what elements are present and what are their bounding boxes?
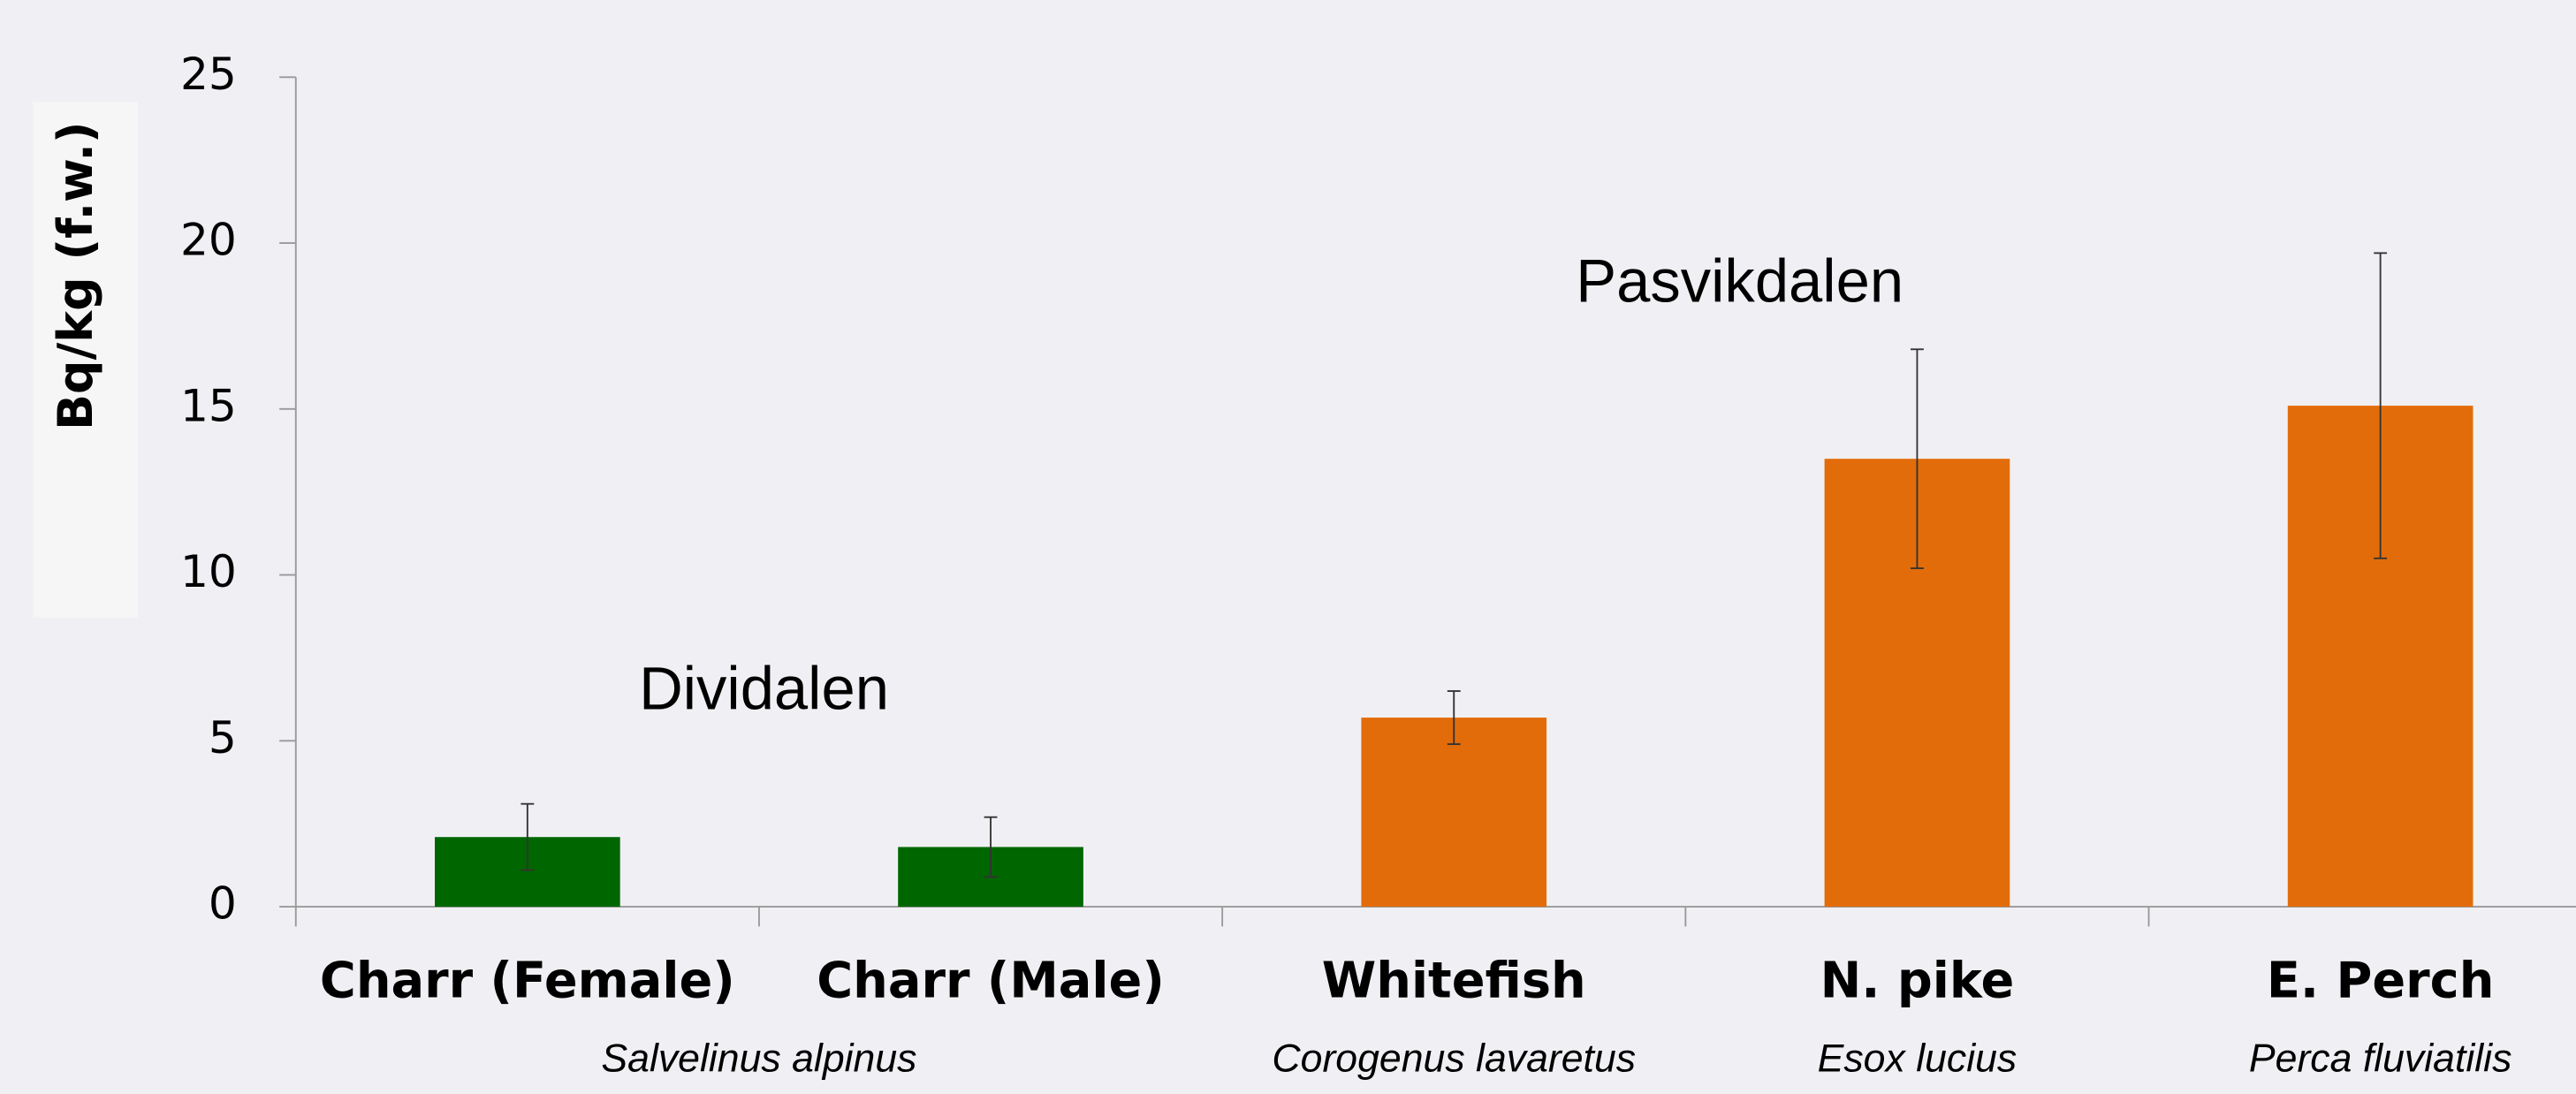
y-tick-label: 15 (180, 379, 237, 431)
y-tick-label: 10 (180, 545, 237, 597)
y-tick-label: 0 (209, 877, 237, 930)
species-label: Perca fluviatilis (2249, 1037, 2512, 1081)
bar (1361, 718, 1547, 908)
species-label: Salvelinus alpinus (601, 1037, 916, 1081)
y-axis-label: Bq/kg (f.w.) (48, 122, 103, 431)
y-tick-label: 5 (209, 711, 237, 764)
annotation: Dividalen (639, 655, 889, 723)
x-tick-label: E. Perch (2267, 953, 2495, 1010)
x-tick-label: Charr (Female) (320, 953, 735, 1010)
y-tick-label: 25 (180, 48, 237, 100)
y-tick-label: 20 (180, 214, 237, 266)
annotation: Pasvikdalen (1576, 247, 1904, 315)
x-tick-label: N. pike (1820, 953, 2015, 1010)
species-label: Esox lucius (1818, 1037, 2017, 1081)
y-label-box (33, 102, 139, 618)
species-label: Corogenus lavaretus (1272, 1037, 1636, 1081)
x-tick-label: Charr (Male) (817, 953, 1165, 1010)
x-tick-label: Whitefish (1322, 953, 1586, 1010)
